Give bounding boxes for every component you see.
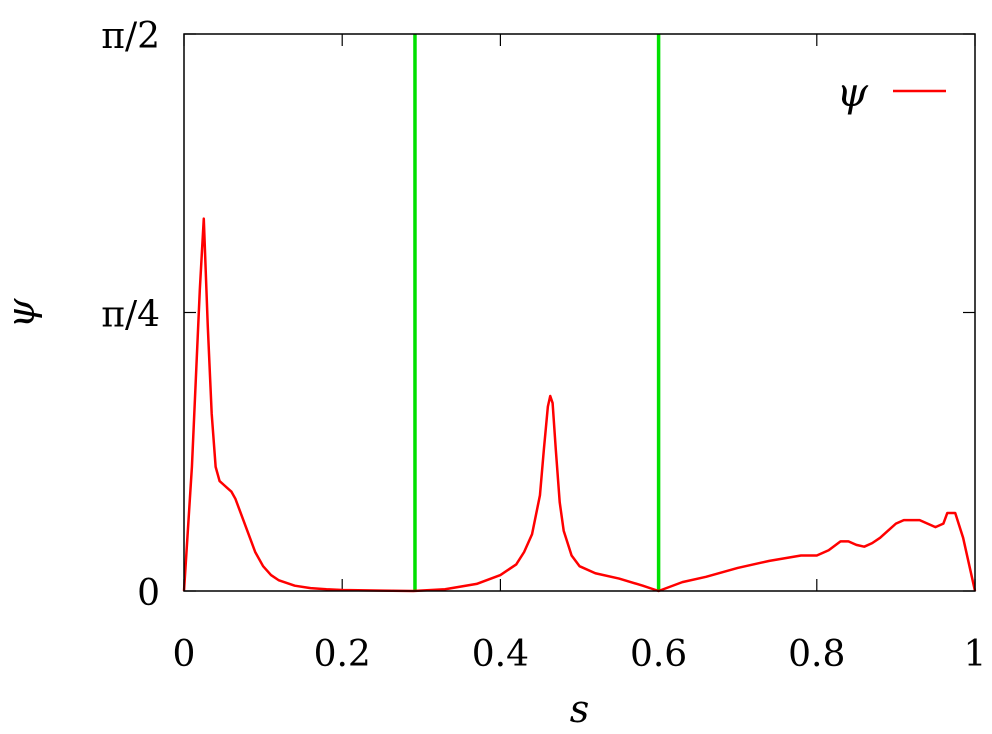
y-tick-label: 0 (137, 573, 160, 614)
legend-label: ψ (837, 70, 869, 116)
x-tick-label: 0.2 (314, 634, 371, 675)
y-tick-label: π/2 (101, 16, 160, 57)
y-tick-labels: 0 π/4 π/2 (101, 16, 160, 614)
x-tick-label: 0.8 (788, 634, 845, 675)
x-tick-labels: 0 0.2 0.4 0.6 0.8 1 (173, 634, 987, 675)
legend: ψ (837, 70, 946, 116)
x-tick-label: 1 (964, 634, 987, 675)
x-tick-label: 0 (173, 634, 196, 675)
series-line (182, 217, 977, 593)
y-tick-label: π/4 (101, 295, 160, 336)
y-axis-label: ψ (0, 297, 43, 328)
plot-frame (183, 33, 976, 592)
x-tick-label: 0.4 (472, 634, 529, 675)
x-axis-label: s (570, 687, 590, 731)
series-layer (182, 217, 977, 593)
reference-lines (413, 34, 661, 591)
tick-marks (183, 33, 976, 592)
x-tick-label: 0.6 (630, 634, 687, 675)
